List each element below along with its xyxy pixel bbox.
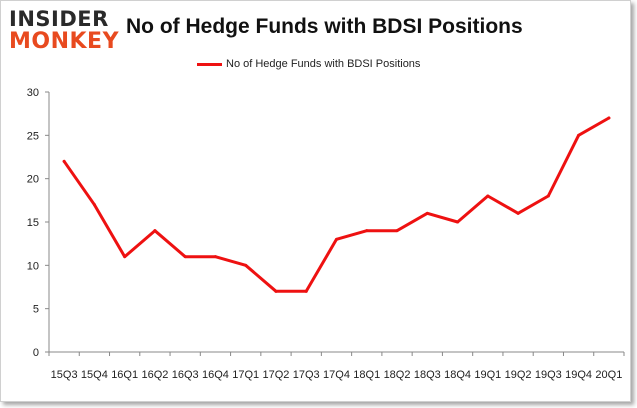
data-point	[486, 194, 490, 198]
data-point	[183, 255, 187, 259]
legend-label: No of Hedge Funds with BDSI Positions	[226, 58, 421, 70]
logo-text-top: INSIDER	[9, 7, 109, 31]
data-point	[425, 211, 429, 215]
x-tick-label: 16Q1	[111, 369, 138, 381]
data-point	[92, 203, 96, 207]
y-tick-label: 5	[33, 304, 39, 316]
data-point	[546, 194, 550, 198]
line-chart: 0 5 10 15 20 25 30 15Q3 15Q4 16Q1 16Q2 16Q3 16Q4 17Q1…	[27, 87, 625, 381]
x-tick-label: 18Q1	[353, 369, 380, 381]
data-point	[153, 229, 157, 233]
data-point	[335, 237, 338, 241]
data-point	[123, 255, 127, 259]
data-point	[213, 255, 217, 259]
x-tick-label: 19Q3	[535, 369, 562, 381]
data-point	[607, 116, 611, 120]
x-tick-label: 16Q4	[202, 369, 229, 381]
x-tick-label: 19Q1	[474, 369, 501, 381]
x-tick-label: 17Q3	[293, 369, 320, 381]
data-point	[395, 229, 399, 233]
chart-frame: INSIDER MONKEY No of Hedge Funds with BD…	[0, 0, 631, 402]
x-tick-label: 17Q2	[263, 369, 290, 381]
y-tick-label: 30	[27, 87, 39, 99]
data-point	[274, 289, 278, 293]
x-tick-label: 19Q4	[565, 369, 592, 381]
y-tick-label: 15	[27, 217, 39, 229]
chart-title: No of Hedge Funds with BDSI Positions	[126, 15, 523, 38]
data-point	[456, 220, 460, 224]
data-point	[62, 159, 66, 163]
legend-swatch	[197, 62, 222, 66]
logo-text-bottom: MONKEY	[9, 29, 120, 54]
x-tick-label: 16Q3	[172, 369, 199, 381]
x-tick-label: 18Q4	[444, 369, 471, 381]
y-tick-label: 0	[33, 347, 39, 359]
x-tick-label: 17Q4	[323, 369, 350, 381]
data-point	[365, 229, 369, 233]
x-tick-label: 20Q1	[595, 369, 622, 381]
y-tick-label: 25	[27, 130, 39, 142]
x-tick-label: 19Q2	[505, 369, 532, 381]
y-tick-label: 10	[27, 260, 39, 272]
series-line	[62, 116, 611, 293]
x-tick-label: 16Q2	[141, 369, 168, 381]
x-tick-label: 15Q3	[51, 369, 78, 381]
x-tick-label: 18Q2	[384, 369, 411, 381]
data-point	[577, 133, 581, 137]
chart-legend: No of Hedge Funds with BDSI Positions	[197, 58, 420, 70]
data-point	[244, 263, 248, 267]
x-tick-label: 18Q3	[414, 369, 441, 381]
x-tick-label: 15Q4	[81, 369, 108, 381]
data-point	[304, 289, 308, 293]
insider-monkey-logo: INSIDER MONKEY	[9, 7, 121, 55]
data-point	[516, 211, 520, 215]
y-tick-label: 20	[27, 174, 39, 186]
x-tick-label: 17Q1	[232, 369, 259, 381]
